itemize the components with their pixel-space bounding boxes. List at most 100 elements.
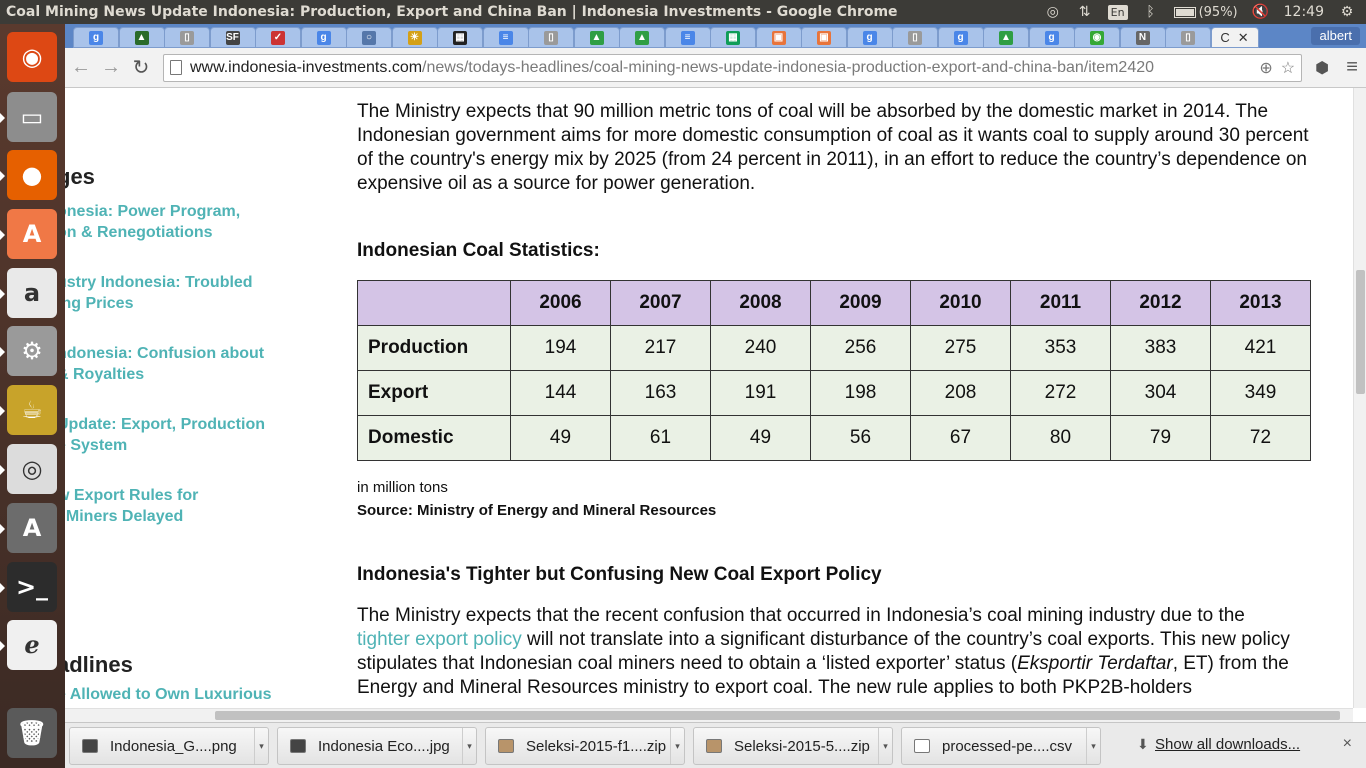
paragraph-text: The Ministry expects that the recent con… <box>357 605 1245 626</box>
table-row: Production 194 217 240 256 275 353 383 421 <box>357 325 1311 371</box>
unit-note: in million tons <box>357 479 448 496</box>
back-arrow-icon[interactable]: ← <box>70 56 91 78</box>
browser-tab[interactable]: ▯ <box>164 27 210 48</box>
forward-arrow-icon[interactable]: → <box>100 56 121 78</box>
file-icon <box>498 739 514 753</box>
browser-tab[interactable]: ▣ <box>755 27 802 48</box>
sidebar-article-link[interactable]: ustry Indonesia: Troubled ing Prices <box>65 272 287 314</box>
browser-tab[interactable]: SF <box>209 27 256 48</box>
sidebar-article-link[interactable]: onesia: Power Program, on & Renegotiation… <box>65 201 287 243</box>
trash-icon[interactable]: 🗑 <box>7 708 57 758</box>
browser-tab[interactable]: ▲ <box>983 27 1029 48</box>
zoom-icon[interactable]: ⊕ <box>1259 59 1273 77</box>
table-cell: 198 <box>810 370 911 416</box>
amazon-icon[interactable]: a <box>0 268 57 318</box>
system-top-bar: Coal Mining News Update Indonesia: Produ… <box>0 0 1366 24</box>
browser-tab[interactable]: ▲ <box>573 27 620 48</box>
clock[interactable]: 12:49 <box>1283 4 1324 20</box>
table-cell: 421 <box>1210 325 1311 371</box>
sidebar-article-link[interactable]: w Export Rules for l Miners Delayed <box>65 485 287 527</box>
browser-tab[interactable]: g <box>937 27 984 48</box>
browser-tab[interactable]: g <box>73 27 119 48</box>
table-cell: 383 <box>1110 325 1211 371</box>
browser-tab[interactable]: ▦ <box>437 27 483 48</box>
scrollbar-thumb[interactable] <box>1356 270 1365 394</box>
firefox-icon[interactable]: ● <box>0 150 57 200</box>
download-item[interactable]: Seleksi-2015-f1....zip ▾ <box>485 727 685 765</box>
chrome-launcher-icon[interactable]: ◎ <box>0 444 57 494</box>
download-item[interactable]: Indonesia_G....png ▾ <box>69 727 269 765</box>
close-tab-icon[interactable]: ✕ <box>1237 29 1249 45</box>
browser-tab[interactable]: ○ <box>346 27 392 48</box>
browser-tab[interactable]: ▲ <box>118 27 165 48</box>
browser-tab[interactable]: ▲ <box>619 27 665 48</box>
table-header-row: 2006 2007 2008 2009 2010 2011 2012 2013 <box>357 280 1311 326</box>
sidebar-heading: ges <box>65 164 95 189</box>
address-bar[interactable]: www.indonesia-investments.com/news/today… <box>162 53 1303 82</box>
tab-favicon: ≡ <box>680 30 695 45</box>
browser-tab-active[interactable]: C ✕ <box>1210 27 1259 48</box>
browser-tab[interactable]: ▯ <box>892 27 938 48</box>
reload-icon[interactable]: ↻ <box>132 57 150 79</box>
file-icon <box>706 739 722 753</box>
horizontal-scrollbar[interactable] <box>65 708 1353 722</box>
table-cell: 353 <box>1010 325 1111 371</box>
menu-icon[interactable]: ≡ <box>1346 56 1358 78</box>
gear-icon[interactable]: ⚙ <box>1340 4 1354 20</box>
sidebar-article-link[interactable]: ndonesia: Confusion about & Royalties <box>65 343 287 385</box>
tab-favicon: g <box>1044 30 1059 45</box>
bookmark-star-icon[interactable]: ☆ <box>1280 59 1296 77</box>
battery-indicator[interactable]: (95%) <box>1173 5 1238 20</box>
dropdown-arrow-icon[interactable]: ▾ <box>670 728 684 764</box>
files-icon[interactable]: ▭ <box>0 92 57 142</box>
browser-tab[interactable]: ≡ <box>664 27 711 48</box>
dropdown-arrow-icon[interactable]: ▾ <box>1086 728 1100 764</box>
link-text: e System <box>65 437 128 454</box>
browser-tab[interactable]: ◉ <box>1074 27 1120 48</box>
system-settings-icon[interactable]: ⚙ <box>0 326 57 376</box>
browser-tab[interactable]: N <box>1119 27 1166 48</box>
profile-button[interactable]: albert <box>1311 27 1360 45</box>
close-icon[interactable]: × <box>1342 735 1352 752</box>
document-viewer-icon[interactable]: ℯ <box>0 620 57 670</box>
row-label: Domestic <box>357 415 511 461</box>
show-all-downloads-link[interactable]: Show all downloads... <box>1155 736 1301 753</box>
network-arrows-icon[interactable]: ⇅ <box>1078 4 1091 20</box>
browser-tab[interactable]: ▣ <box>801 27 847 48</box>
tab-favicon: ▯ <box>1181 30 1195 45</box>
browser-tab[interactable]: ▯ <box>528 27 574 48</box>
bluetooth-icon[interactable]: ᛒ <box>1146 4 1155 20</box>
updater-icon[interactable]: A <box>0 503 57 553</box>
browser-tab[interactable]: ▯ <box>1165 27 1211 48</box>
download-item[interactable]: Indonesia Eco....jpg ▾ <box>277 727 477 765</box>
browser-tab[interactable]: ✓ <box>255 27 301 48</box>
tighter-export-policy-link[interactable]: tighter export policy <box>357 629 522 650</box>
dropdown-arrow-icon[interactable]: ▾ <box>878 728 892 764</box>
volume-muted-icon[interactable]: 🔇 <box>1251 4 1270 20</box>
year-header: 2009 <box>810 280 911 326</box>
table-cell: 217 <box>610 325 711 371</box>
software-center-icon[interactable]: A <box>0 209 57 259</box>
browser-tab[interactable]: g <box>846 27 893 48</box>
chrome-icon[interactable]: ◎ <box>1046 4 1059 20</box>
keyboard-layout-indicator[interactable]: En <box>1107 4 1128 20</box>
extension-icon[interactable]: ⬢ <box>1315 59 1330 77</box>
browser-tab[interactable]: ▦ <box>710 27 756 48</box>
vertical-scrollbar[interactable] <box>1353 88 1366 708</box>
browser-tab[interactable]: ☀ <box>391 27 438 48</box>
dropdown-arrow-icon[interactable]: ▾ <box>254 728 268 764</box>
dropdown-arrow-icon[interactable]: ▾ <box>462 728 476 764</box>
file-icon <box>290 739 306 753</box>
browser-tab[interactable]: g <box>1028 27 1075 48</box>
ubuntu-dash-icon[interactable]: ◉ <box>7 32 57 82</box>
download-item[interactable]: processed-pe....csv ▾ <box>901 727 1101 765</box>
download-item[interactable]: Seleksi-2015-5....zip ▾ <box>693 727 893 765</box>
terminal-icon[interactable]: >_ <box>0 562 57 612</box>
scrollbar-thumb[interactable] <box>215 711 1340 720</box>
sidebar-article-link[interactable]: Update: Export, Production e System <box>65 414 287 456</box>
browser-tab[interactable]: g <box>300 27 347 48</box>
teapot-icon[interactable]: ☕ <box>0 385 57 435</box>
sidebar-article-link[interactable]: e Allowed to Own Luxurious <box>65 684 287 705</box>
browser-tab[interactable]: ≡ <box>482 27 529 48</box>
tab-favicon: ▣ <box>771 30 786 45</box>
